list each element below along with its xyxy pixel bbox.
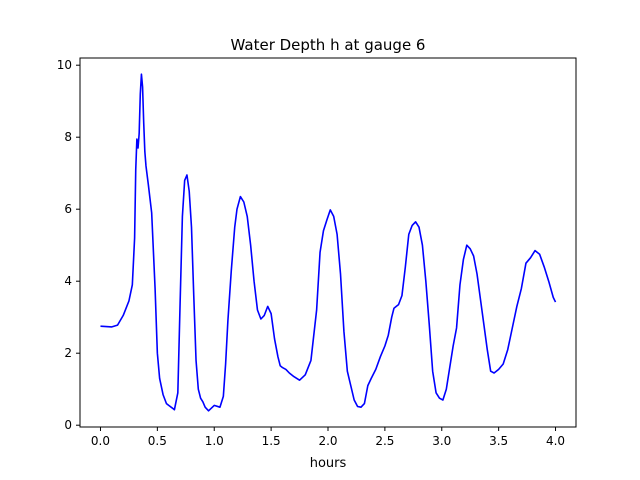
x-axis-label: hours xyxy=(310,456,347,471)
x-tick-label: 1.5 xyxy=(262,434,281,448)
x-tick-label: 2.0 xyxy=(318,434,337,448)
x-tick-label: 0.0 xyxy=(91,434,110,448)
x-tick-label: 2.5 xyxy=(375,434,394,448)
x-tick-label: 1.0 xyxy=(205,434,224,448)
chart-title: Water Depth h at gauge 6 xyxy=(231,36,426,54)
x-tick-label: 0.5 xyxy=(148,434,167,448)
y-tick-label: 2 xyxy=(64,346,72,360)
series-line xyxy=(100,73,557,412)
axes-frame xyxy=(79,57,577,428)
x-tick-label: 3.5 xyxy=(489,434,508,448)
y-tick-label: 10 xyxy=(57,58,72,72)
x-tick-label: 4.0 xyxy=(546,434,565,448)
y-tick-label: 8 xyxy=(64,130,72,144)
x-tick-label: 3.0 xyxy=(432,434,451,448)
y-tick-label: 6 xyxy=(64,202,72,216)
plot-area: 0.0 0.5 1.0 1.5 2.0 2.5 3.0 3.5 4.0 0 2 4 6 8 10 xyxy=(57,58,565,448)
y-tick-label: 4 xyxy=(64,274,72,288)
y-tick-label: 0 xyxy=(64,418,72,432)
